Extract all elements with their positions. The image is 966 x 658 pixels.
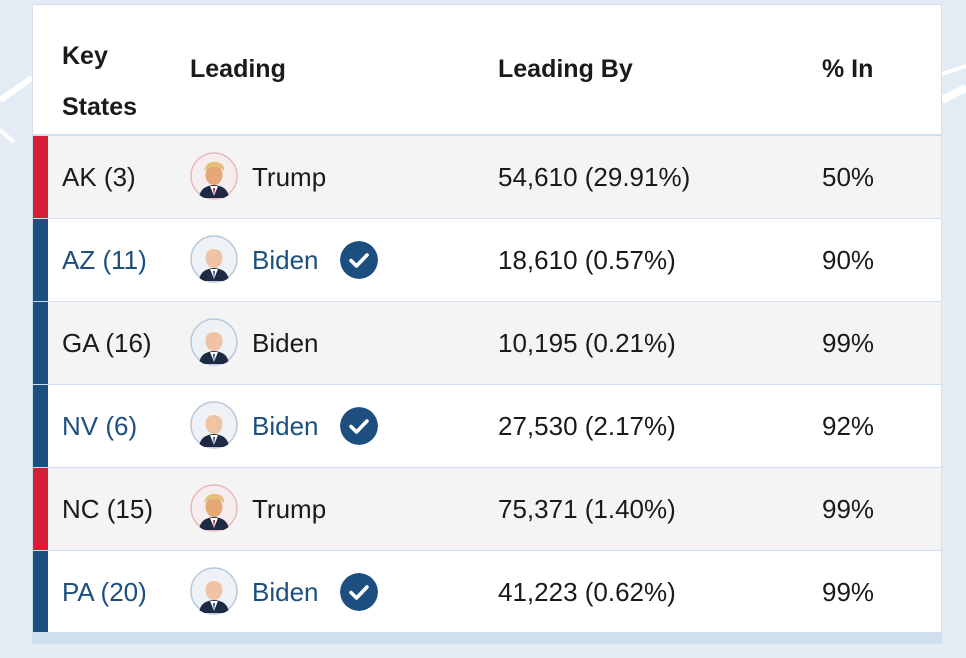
biden-avatar xyxy=(190,235,238,283)
party-color-bar xyxy=(33,551,48,633)
check-icon xyxy=(340,241,378,279)
table-row: GA (16) Biden 10,195 (0.21%) 99% xyxy=(33,302,941,385)
key-states-table: Key States Leading Leading By % In AK (3… xyxy=(32,4,942,644)
candidate-name[interactable]: Biden xyxy=(252,577,319,607)
table-bottom-border xyxy=(32,632,942,644)
check-icon xyxy=(340,573,378,611)
header-leading-by: Leading By xyxy=(498,55,633,83)
party-color-bar xyxy=(33,136,48,218)
biden-avatar xyxy=(190,567,238,615)
leading-by-value: 54,610 (29.91%) xyxy=(498,162,691,192)
pct-in-value: 99% xyxy=(822,577,875,607)
candidate-name[interactable]: Biden xyxy=(252,411,319,441)
leading-by-value: 18,610 (0.57%) xyxy=(498,245,676,275)
state-label: GA (16) xyxy=(62,328,152,358)
pct-in-value: 90% xyxy=(822,245,875,275)
leading-by-value: 27,530 (2.17%) xyxy=(498,411,676,441)
party-color-bar xyxy=(33,219,48,301)
trump-avatar xyxy=(190,152,238,200)
trump-avatar xyxy=(190,484,238,532)
biden-avatar xyxy=(190,401,238,449)
party-color-bar xyxy=(33,302,48,384)
pct-in-value: 50% xyxy=(822,162,875,192)
state-link[interactable]: PA (20) xyxy=(62,577,147,607)
header-pct-in: % In xyxy=(822,55,874,83)
header-key-states: Key States xyxy=(62,31,172,133)
header-key-line: Key xyxy=(62,42,108,70)
table-row: PA (20) Biden 41,223 (0.62%) 99% xyxy=(33,551,941,634)
table-row: AK (3) Trump 54,610 (29.91%) 50% xyxy=(33,136,941,219)
header-leading: Leading xyxy=(190,55,286,83)
party-color-bar xyxy=(33,468,48,550)
state-label: NC (15) xyxy=(62,494,154,524)
candidate-name[interactable]: Biden xyxy=(252,245,319,275)
party-color-bar xyxy=(33,385,48,467)
table-row: AZ (11) Biden 18,610 (0.57%) 90% xyxy=(33,219,941,302)
pct-in-value: 99% xyxy=(822,494,875,524)
candidate-name: Trump xyxy=(252,162,327,192)
table-row: NC (15) Trump 75,371 (1.40%) 99% xyxy=(33,468,941,551)
state-label: AK (3) xyxy=(62,162,136,192)
check-icon xyxy=(340,407,378,445)
biden-avatar xyxy=(190,318,238,366)
leading-by-value: 10,195 (0.21%) xyxy=(498,328,676,358)
state-link[interactable]: AZ (11) xyxy=(62,245,147,275)
header-states-line: States xyxy=(62,93,138,121)
table-header: Key States Leading Leading By % In xyxy=(33,5,941,136)
state-link[interactable]: NV (6) xyxy=(62,411,138,441)
table-row: NV (6) Biden 27,530 (2.17%) 92% xyxy=(33,385,941,468)
candidate-name: Trump xyxy=(252,494,327,524)
candidate-name: Biden xyxy=(252,328,319,358)
pct-in-value: 92% xyxy=(822,411,875,441)
pct-in-value: 99% xyxy=(822,328,875,358)
leading-by-value: 75,371 (1.40%) xyxy=(498,494,676,524)
leading-by-value: 41,223 (0.62%) xyxy=(498,577,676,607)
